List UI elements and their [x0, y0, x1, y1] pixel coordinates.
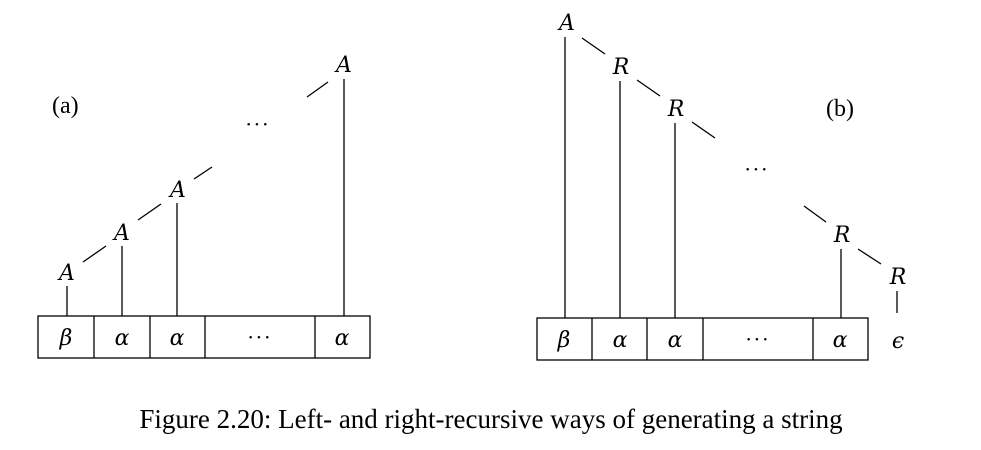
- panel-b-cell-ellipsis: ···: [745, 327, 770, 351]
- panel-a-node-A: A: [112, 221, 130, 246]
- panel-a-node-A: A: [168, 178, 186, 203]
- panel-a-cell-ellipsis: ···: [247, 325, 272, 349]
- panel-a-label: (a): [52, 93, 79, 119]
- panel-a-string: β α α ··· α: [37, 315, 371, 359]
- panel-a-cell-alpha: α: [115, 326, 130, 351]
- panel-a-cell-alpha: α: [335, 326, 350, 351]
- panel-b-node-R: R: [667, 97, 685, 122]
- panel-a-edge: [306, 81, 329, 98]
- panel-a-node-A: A: [334, 53, 352, 78]
- figure-caption: Figure 2.20: Left- and right-recursive w…: [139, 404, 842, 434]
- panel-b-cell-alpha: α: [833, 328, 848, 353]
- panel-b-edge: [803, 205, 827, 223]
- panel-a-string-frame: [37, 315, 371, 359]
- panel-b-ellipsis: ···: [744, 157, 769, 181]
- panel-b-node-R: R: [612, 55, 630, 80]
- panel-b-edge: [636, 79, 661, 97]
- panel-b-cell-beta: β: [557, 328, 571, 353]
- panel-b-edge: [581, 37, 606, 55]
- panel-b-node-R: R: [833, 223, 851, 248]
- panel-b-edge: [691, 121, 716, 139]
- panel-a-edge: [82, 245, 107, 263]
- panel-b-label: (b): [826, 96, 854, 122]
- panel-a-edge: [137, 203, 162, 221]
- panel-b-string: β α α ··· α: [536, 317, 869, 361]
- panel-a-edge: [193, 166, 213, 180]
- panel-a: (a) β α α ··· α A A A A ···: [37, 53, 371, 359]
- panel-b-cell-alpha: α: [613, 328, 628, 353]
- panel-a-ellipsis: ···: [245, 112, 270, 136]
- panel-b-node-R: R: [889, 265, 907, 290]
- panel-a-node-A: A: [57, 261, 75, 286]
- panel-a-cell-beta: β: [59, 326, 73, 351]
- panel-b-node-A: A: [557, 11, 575, 36]
- panel-b: (b) β α α ··· α A R R R R ··· ϵ: [536, 11, 907, 361]
- panel-b-cell-alpha: α: [668, 328, 683, 353]
- panel-b-epsilon: ϵ: [892, 329, 904, 354]
- panel-b-edge: [857, 248, 882, 265]
- panel-a-cell-alpha: α: [170, 326, 185, 351]
